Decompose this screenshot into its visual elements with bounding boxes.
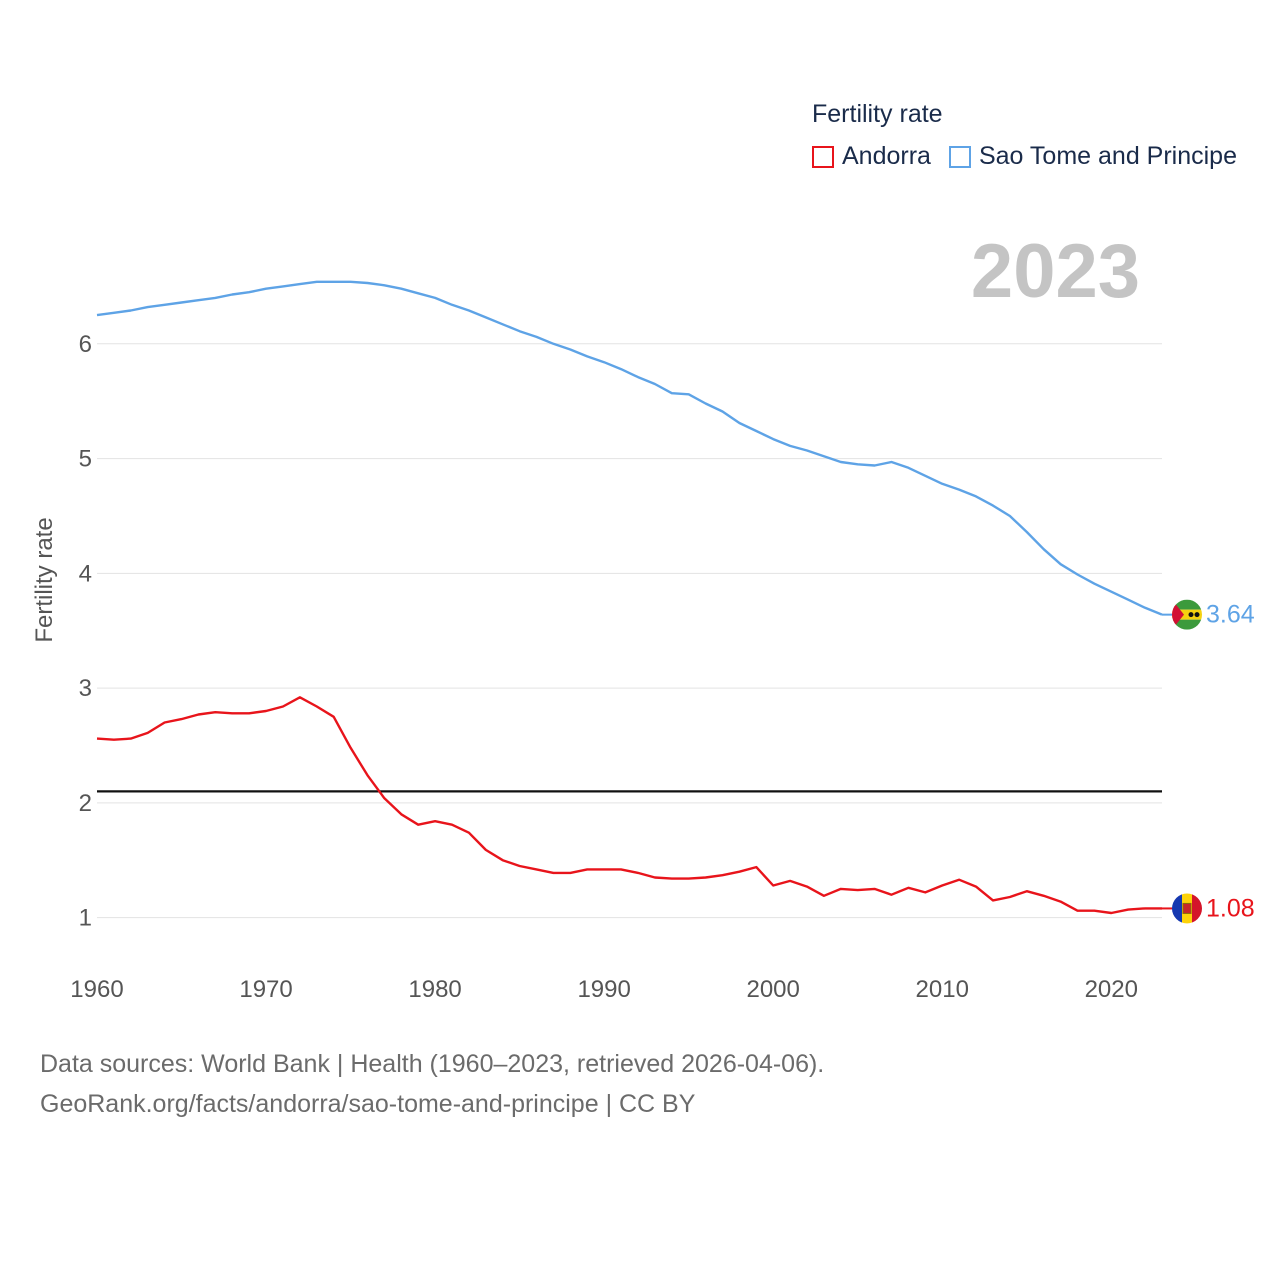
y-axis-ticks: 1 2 3 4 5 6 [79,331,92,932]
andorra-flag-icon [1172,893,1202,924]
x-tick-label: 2020 [1085,976,1138,1003]
x-tick-label: 1980 [408,976,461,1003]
legend-swatch-andorra [812,145,834,168]
x-tick-label: 2000 [746,976,799,1003]
legend-label-sao-tome: Sao Tome and Principe [978,142,1237,170]
x-axis-ticks: 1960 1970 1980 1990 2000 2010 2020 [70,976,1138,1003]
end-value-label: 1.08 [1206,894,1255,922]
x-tick-label: 1990 [577,976,630,1003]
source-line-1: Data sources: World Bank | Health (1960–… [40,1050,825,1078]
series-lines [96,280,1163,915]
legend-label-andorra: Andorra [842,142,931,170]
y-axis-label: Fertility rate [31,517,58,642]
end-value-label: 3.64 [1206,601,1255,629]
sao-tome-flag-icon [1172,599,1202,630]
x-tick-label: 1970 [239,976,292,1003]
legend-swatch-sao-tome [948,145,971,168]
legend-item-sao-tome[interactable]: Sao Tome and Principe [948,142,1237,171]
y-tick-label: 1 [79,905,92,932]
y-tick-label: 5 [79,446,92,473]
current-year-label: 2023 [970,229,1140,314]
legend-item-andorra[interactable]: Andorra [812,142,931,171]
source-note: Data sources: World Bank | Health (1960–… [40,1044,824,1124]
y-tick-label: 3 [79,675,92,702]
x-tick-label: 1960 [70,976,123,1003]
legend-title: Fertility rate [812,100,943,128]
series-line-andorra[interactable] [96,696,1162,915]
y-tick-label: 2 [79,790,92,817]
grid-lines [97,343,1162,919]
y-tick-label: 4 [79,560,92,587]
x-tick-label: 2010 [916,976,969,1003]
series-line-sao-tome-and-principe[interactable] [96,280,1163,616]
legend: Andorra Sao Tome and Principe [812,142,1255,171]
y-tick-label: 6 [79,331,92,358]
source-line-2: GeoRank.org/facts/andorra/sao-tome-and-p… [40,1090,696,1118]
end-markers: 1.08 3.64 [1162,599,1255,924]
